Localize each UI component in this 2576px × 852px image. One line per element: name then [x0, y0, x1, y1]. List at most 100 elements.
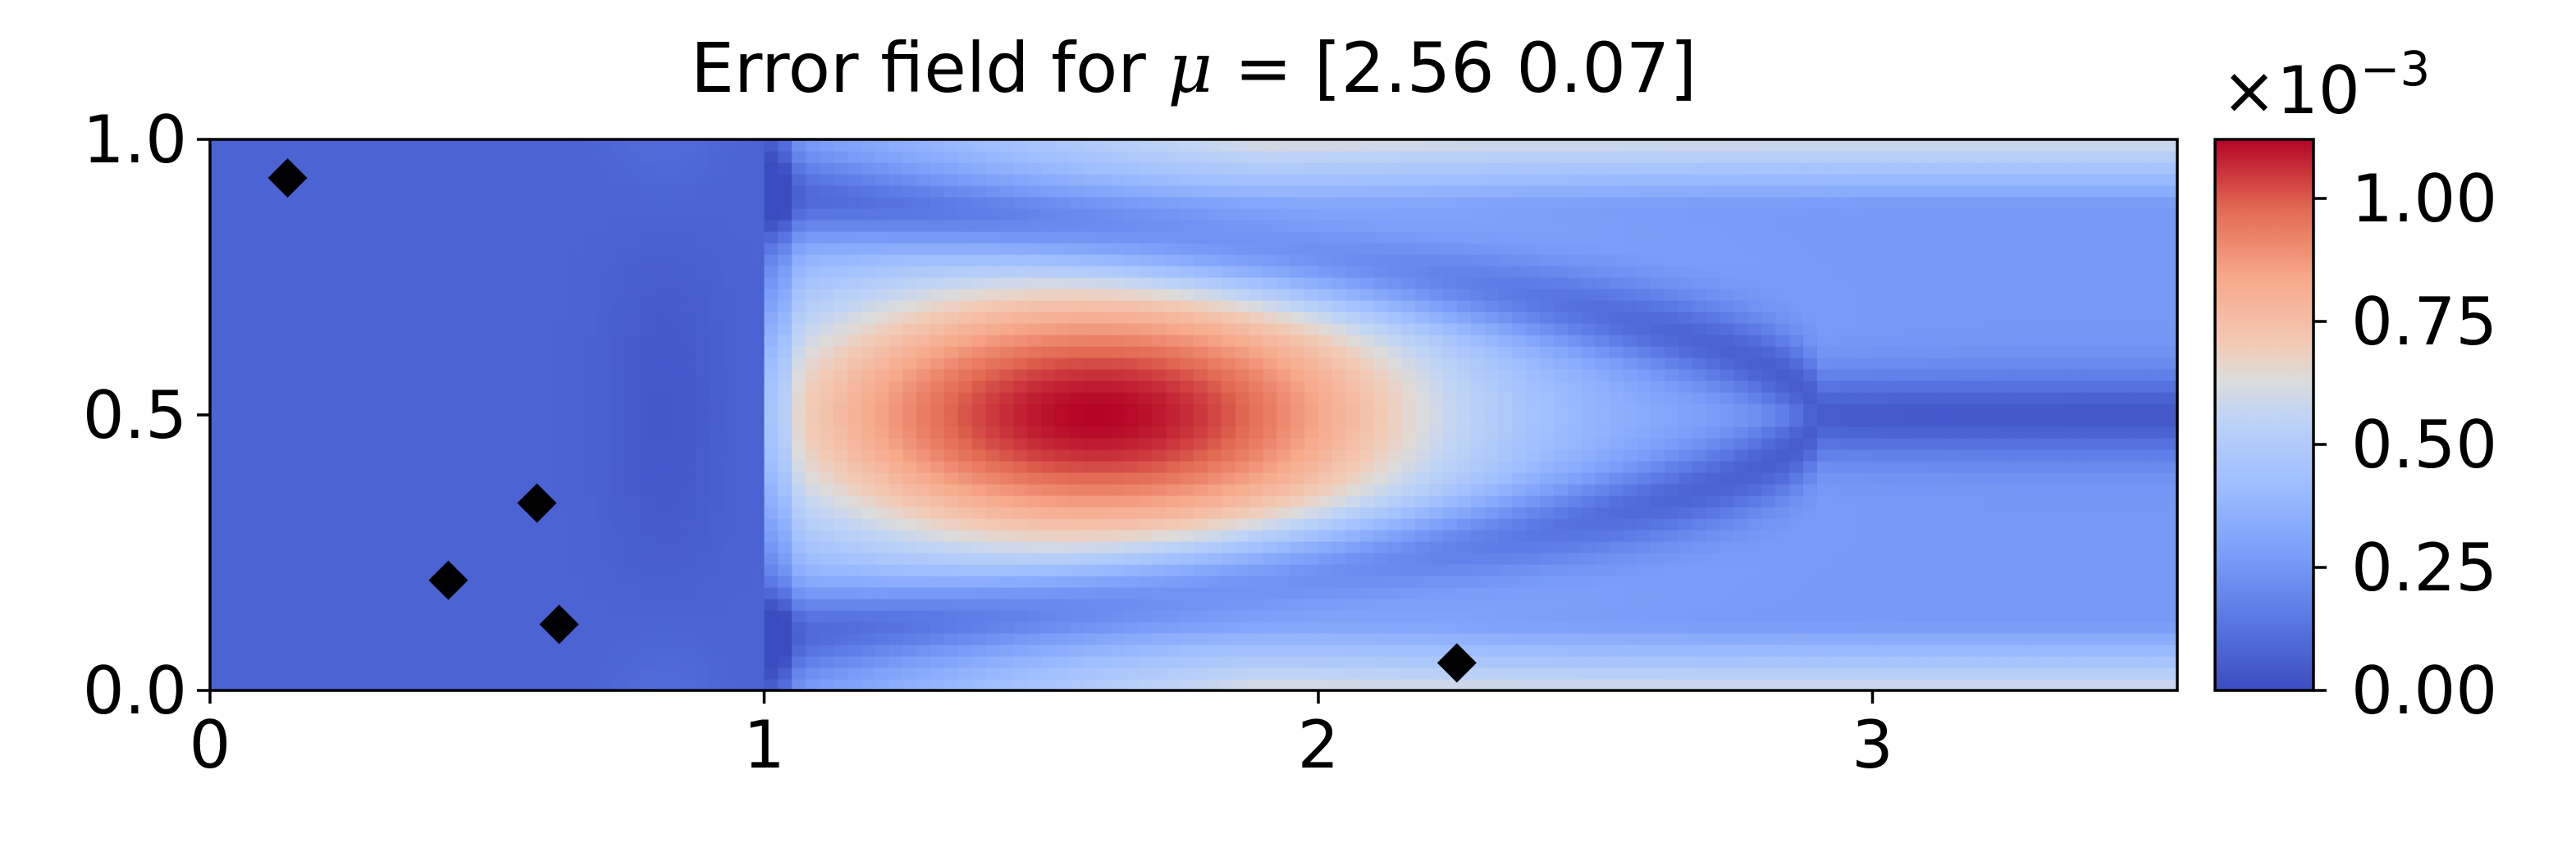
- heatmap-cell: [1609, 335, 1624, 347]
- heatmap-cell: [348, 139, 363, 152]
- heatmap-cell: [307, 289, 322, 301]
- heatmap-cell: [1359, 197, 1375, 209]
- heatmap-cell: [1013, 553, 1028, 565]
- heatmap-cell: [570, 472, 585, 485]
- heatmap-cell: [1110, 312, 1126, 324]
- heatmap-cell: [1470, 139, 1486, 152]
- heatmap-cell: [1623, 449, 1637, 462]
- heatmap-cell: [348, 564, 363, 576]
- heatmap-cell: [1041, 231, 1056, 244]
- heatmap-cell: [1526, 633, 1541, 645]
- heatmap-cell: [736, 162, 751, 175]
- heatmap-cell: [1637, 243, 1651, 255]
- heatmap-cell: [1470, 426, 1486, 439]
- heatmap-cell: [459, 231, 474, 244]
- heatmap-cell: [971, 231, 987, 244]
- heatmap-cell: [1207, 139, 1222, 152]
- heatmap-cell: [1263, 174, 1277, 186]
- heatmap-cell: [418, 254, 432, 267]
- heatmap-cell: [459, 541, 474, 554]
- heatmap-cell: [999, 461, 1015, 473]
- heatmap-cell: [1540, 679, 1555, 690]
- heatmap-cell: [1096, 495, 1112, 508]
- heatmap-cell: [514, 369, 530, 381]
- heatmap-cell: [1263, 197, 1277, 209]
- heatmap-cell: [1013, 438, 1028, 450]
- heatmap-cell: [695, 587, 710, 599]
- heatmap-cell: [473, 576, 488, 588]
- heatmap-cell: [778, 530, 792, 542]
- heatmap-cell: [1540, 254, 1555, 267]
- heatmap-cell: [1166, 392, 1181, 404]
- heatmap-cell: [611, 610, 627, 622]
- heatmap-cell: [944, 530, 959, 542]
- heatmap-cell: [1345, 220, 1361, 232]
- heatmap-cell: [1484, 151, 1500, 163]
- heatmap-cell: [971, 622, 987, 634]
- heatmap-cell: [847, 599, 862, 611]
- heatmap-cell: [1637, 426, 1651, 439]
- heatmap-cell: [792, 289, 806, 301]
- heatmap-cell: [1235, 185, 1250, 198]
- heatmap-cell: [223, 197, 239, 209]
- heatmap-cell: [418, 335, 432, 347]
- heatmap-cell: [888, 139, 903, 152]
- heatmap-cell: [722, 335, 738, 347]
- heatmap-cell: [985, 369, 1001, 381]
- heatmap-cell: [778, 564, 792, 576]
- heatmap-cell: [1318, 587, 1333, 599]
- heatmap-cell: [1249, 277, 1264, 289]
- heatmap-cell: [625, 185, 641, 198]
- heatmap-cell: [971, 587, 987, 599]
- heatmap-cell: [916, 622, 931, 634]
- heatmap-cell: [404, 507, 418, 519]
- heatmap-cell: [1470, 151, 1486, 163]
- heatmap-cell: [902, 622, 917, 634]
- heatmap-cell: [293, 266, 308, 278]
- heatmap-cell: [1263, 369, 1277, 381]
- heatmap-cell: [1401, 541, 1416, 554]
- heatmap-cell: [1484, 358, 1500, 370]
- heatmap-cell: [265, 151, 281, 163]
- heatmap-cell: [390, 507, 405, 519]
- heatmap-cell: [1581, 449, 1596, 462]
- heatmap-cell: [418, 231, 432, 244]
- heatmap-cell: [1041, 656, 1056, 668]
- heatmap-cell: [695, 518, 710, 531]
- heatmap-cell: [957, 599, 973, 611]
- heatmap-cell: [1304, 185, 1319, 198]
- heatmap-cell: [1456, 185, 1472, 198]
- heatmap-cell: [279, 300, 294, 312]
- heatmap-cell: [1235, 484, 1250, 496]
- heatmap-cell: [1637, 208, 1651, 221]
- heatmap-cell: [792, 679, 806, 690]
- heatmap-cell: [1249, 392, 1264, 404]
- heatmap-cell: [293, 645, 308, 657]
- heatmap-cell: [376, 174, 391, 186]
- heatmap-cell: [764, 358, 779, 370]
- heatmap-cell: [1124, 576, 1140, 588]
- heatmap-cell: [667, 185, 682, 198]
- heatmap-cell: [334, 645, 349, 657]
- heatmap-cell: [1456, 392, 1472, 404]
- heatmap-cell: [1554, 197, 1569, 209]
- heatmap-cell: [334, 667, 349, 680]
- heatmap-cell: [1235, 518, 1250, 531]
- heatmap-cell: [1069, 323, 1084, 335]
- heatmap-cell: [1637, 277, 1651, 289]
- heatmap-cell: [293, 530, 308, 542]
- heatmap-cell: [1470, 254, 1486, 267]
- heatmap-cell: [1345, 243, 1361, 255]
- heatmap-cell: [1595, 622, 1610, 634]
- heatmap-cell: [1152, 346, 1167, 358]
- heatmap-cell: [237, 254, 253, 267]
- heatmap-cell: [1152, 277, 1167, 289]
- heatmap-cell: [806, 335, 820, 347]
- heatmap-cell: [667, 449, 682, 462]
- heatmap-cell: [1055, 518, 1070, 531]
- heatmap-cell: [514, 300, 530, 312]
- heatmap-cell: [930, 243, 945, 255]
- heatmap-cell: [985, 449, 1001, 462]
- heatmap-cell: [1470, 392, 1486, 404]
- heatmap-cell: [820, 518, 834, 531]
